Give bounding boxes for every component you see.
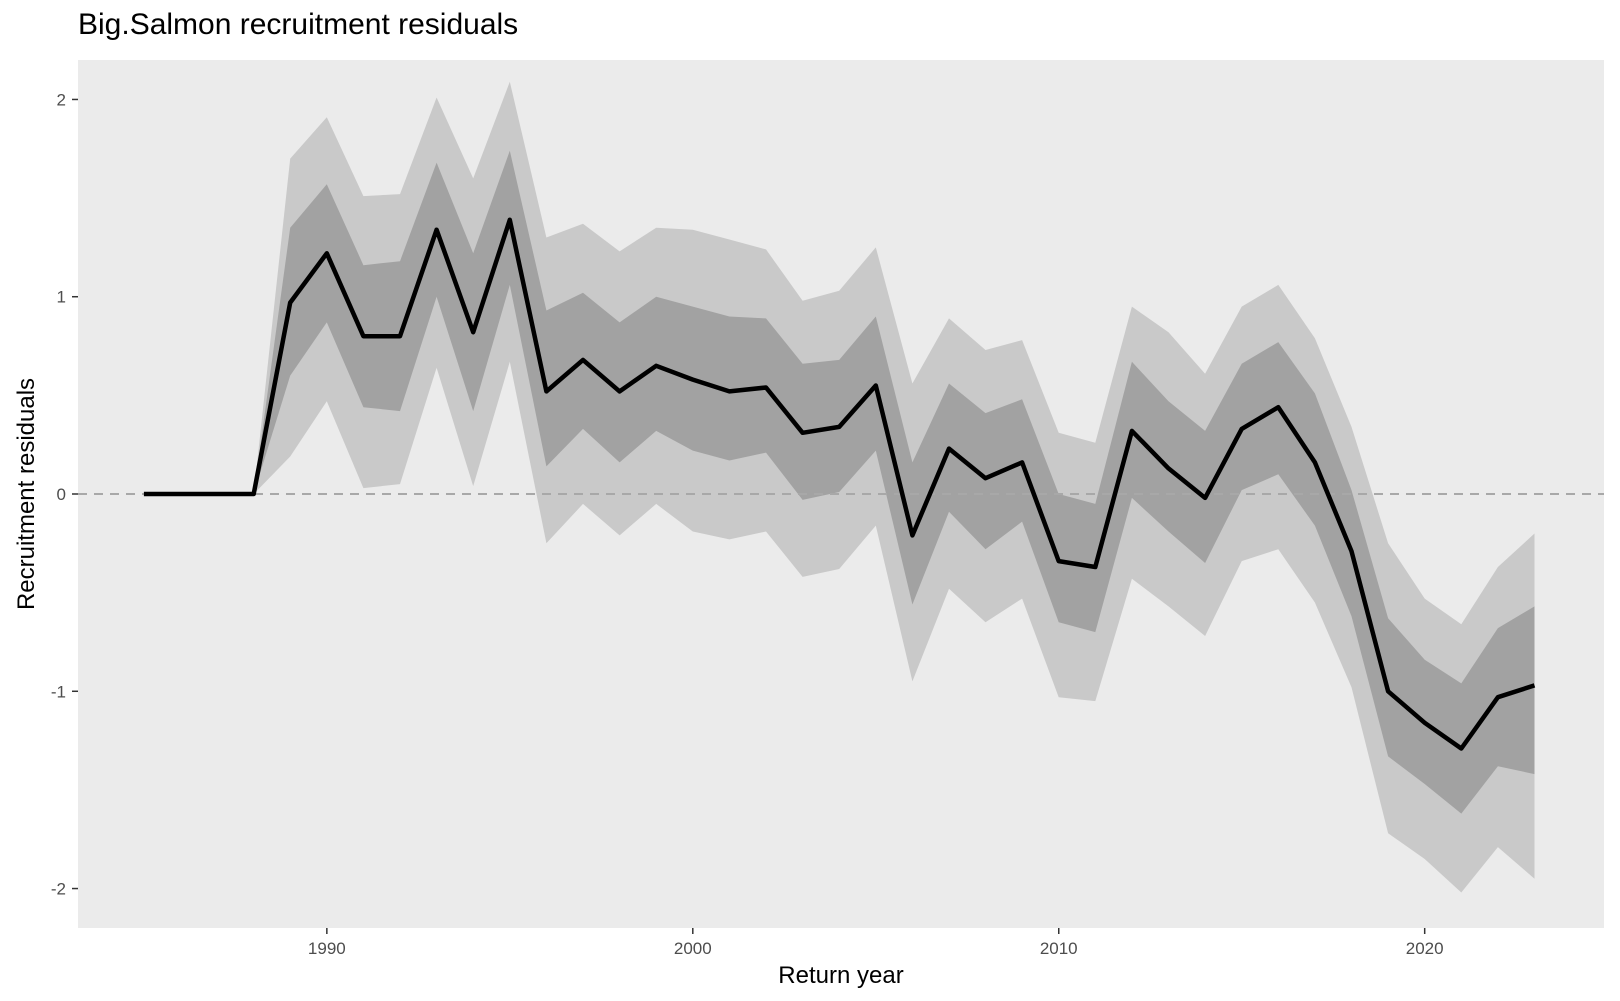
x-tick-label: 2000 (674, 939, 712, 958)
x-tick-label: 2010 (1040, 939, 1078, 958)
median-residual-line (143, 217, 1536, 751)
inner-credible-band (143, 150, 1535, 814)
y-tick-label: -1 (51, 682, 66, 701)
x-axis-title: Return year (778, 962, 903, 989)
x-tick-label: 1990 (308, 939, 346, 958)
y-tick-label: 0 (57, 485, 66, 504)
y-tick-label: 1 (57, 288, 66, 307)
x-tick-label: 2020 (1406, 939, 1444, 958)
y-axis: -2 -1 0 1 2 (51, 90, 78, 899)
y-tick-label: -2 (51, 880, 66, 899)
chart-title: Big.Salmon recruitment residuals (78, 8, 519, 41)
y-tick-label: 2 (57, 90, 66, 109)
x-axis: 1990 2000 2010 2020 (308, 928, 1444, 958)
y-axis-title: Recruitment residuals (13, 378, 40, 610)
